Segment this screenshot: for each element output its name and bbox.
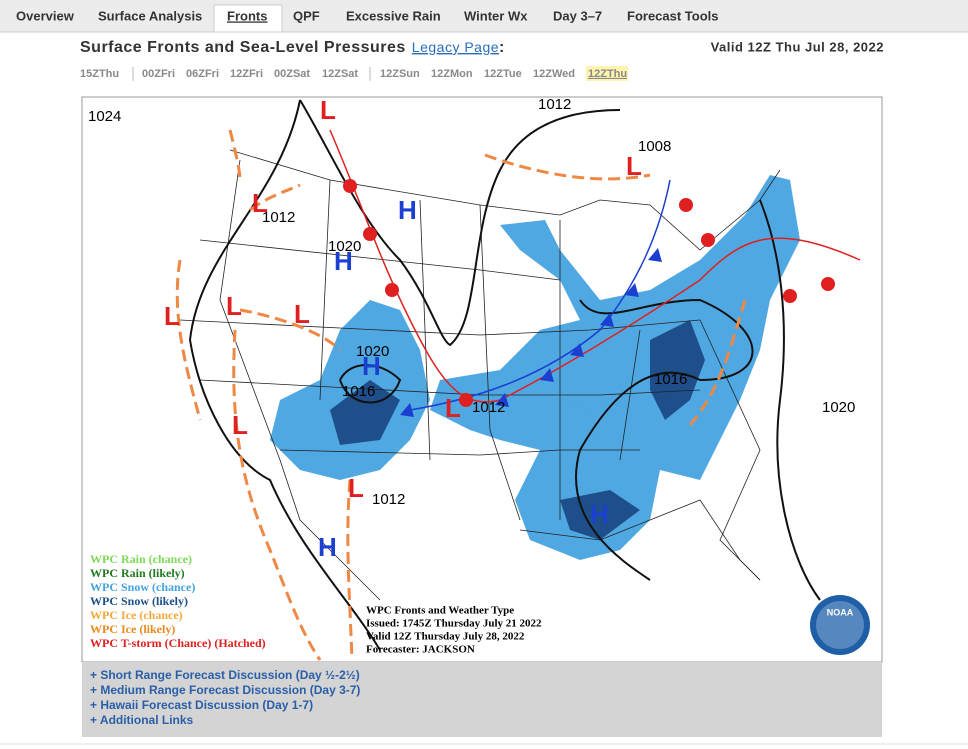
time-link[interactable]: 12ZWed [533, 68, 575, 80]
noaa-logo [810, 595, 870, 655]
map [81, 96, 883, 663]
pressure-center: H [318, 532, 337, 562]
time-link[interactable]: 12ZFri [230, 68, 263, 80]
tab-bar [0, 0, 968, 32]
title-part: : [499, 39, 505, 56]
time-link[interactable]: 00ZSat [274, 68, 310, 80]
map-info: Issued: 1745Z Thursday July 21 2022 [366, 618, 542, 630]
valid-time: Valid 12Z Thu Jul 28, 2022 [711, 39, 884, 54]
noaa-text: NOAA [827, 607, 854, 617]
isobar-label: 1020 [328, 238, 361, 255]
map-info: Valid 12Z Thursday July 28, 2022 [366, 631, 525, 643]
cold-symbols [400, 248, 662, 417]
pressure-center: L [626, 151, 642, 181]
discussion-link[interactable]: + Medium Range Forecast Discussion (Day … [90, 683, 360, 697]
legend-entry: WPC Snow (chance) [90, 580, 195, 594]
tab[interactable]: Excessive Rain [346, 8, 441, 23]
isobar-label: 1020 [822, 399, 855, 416]
time-link[interactable]: 00ZFri [142, 68, 175, 80]
tab[interactable]: Overview [16, 8, 75, 23]
isobar-label: 1012 [538, 96, 571, 113]
tab[interactable]: Winter Wx [464, 8, 528, 23]
pressure-center: H [398, 195, 417, 225]
isobar-label: 1012 [472, 399, 505, 416]
legend-entry: WPC Ice (likely) [90, 622, 175, 636]
pressure-center: L [226, 291, 242, 321]
discussion-link[interactable]: + Short Range Forecast Discussion (Day ½… [90, 668, 360, 682]
discussion-link[interactable]: + Hawaii Forecast Discussion (Day 1-7) [90, 698, 313, 712]
noaa-logo-inner [816, 601, 864, 649]
current-time-bg [586, 66, 628, 81]
isobar-label: 1016 [342, 383, 375, 400]
isobar-label: 1016 [654, 371, 687, 388]
pressure-center: H [362, 351, 381, 381]
legend-entry: WPC T-storm (Chance) (Hatched) [90, 636, 266, 650]
troughs [175, 129, 747, 661]
pressure-center: H [590, 499, 609, 529]
map-info: WPC Fronts and Weather Type [366, 605, 514, 617]
time-link[interactable]: 12ZTue [484, 68, 522, 80]
time-link[interactable]: 12ZThu [588, 68, 627, 80]
legend-entry: WPC Rain (likely) [90, 566, 185, 580]
pressure-center: L [294, 299, 310, 329]
time-link[interactable]: 15ZThu [80, 68, 119, 80]
pressure-center: H [334, 246, 353, 276]
tab[interactable]: Day 3–7 [553, 8, 602, 23]
pressure-center: L [164, 301, 180, 331]
boundaries [179, 149, 781, 601]
isobar-label: 1020 [356, 343, 389, 360]
map-info: Forecaster: JACKSON [366, 644, 475, 656]
title-part: Surface Fronts and Sea-Level Pressures [80, 39, 406, 56]
legend-entry: WPC Ice (chance) [90, 608, 183, 622]
time-link[interactable]: 06ZFri [186, 68, 219, 80]
time-link[interactable]: 12ZSat [322, 68, 358, 80]
isobar-label: 1012 [372, 491, 405, 508]
time-link[interactable]: 12ZSun [380, 68, 420, 80]
tab[interactable]: QPF [293, 8, 320, 23]
title-part[interactable]: Legacy Page [412, 39, 499, 55]
pressure-center: L [348, 473, 364, 503]
pressure-center: L [232, 410, 248, 440]
isobar-label: 1024 [88, 108, 121, 125]
isobar-label: 1008 [638, 138, 671, 155]
tab[interactable]: Surface Analysis [98, 8, 202, 23]
time-link[interactable]: 12ZMon [431, 68, 473, 80]
pressure-center: L [320, 95, 336, 125]
pressure-center: L [445, 393, 461, 423]
tab[interactable]: Fronts [227, 8, 267, 23]
isobar-label: 1012 [262, 209, 295, 226]
legend-entry: WPC Snow (likely) [90, 594, 188, 608]
tab[interactable]: Forecast Tools [627, 8, 719, 23]
active-tab-bg [213, 4, 283, 33]
warm-symbols [343, 179, 835, 407]
isobars [188, 99, 821, 651]
legend-entry: WPC Rain (chance) [90, 552, 192, 566]
links-panel [82, 662, 882, 737]
pressure-center: L [252, 188, 268, 218]
page-title: Surface Fronts and Sea-Level Pressures Le… [80, 39, 505, 57]
discussion-link[interactable]: + Additional Links [90, 713, 194, 727]
